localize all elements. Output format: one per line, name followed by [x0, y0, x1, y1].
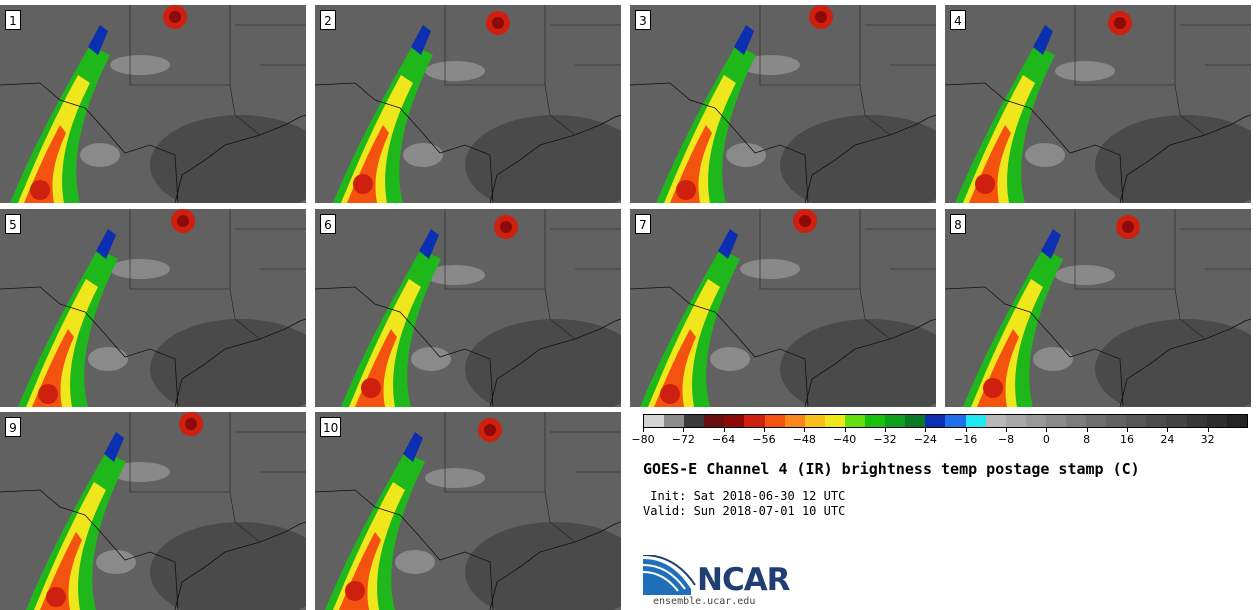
panel-number: 2	[320, 10, 336, 30]
colorbar-swatch	[724, 415, 745, 427]
colorbar-swatch	[1005, 415, 1026, 427]
colorbar-tick	[965, 428, 967, 432]
colorbar-tick-label: 0	[1042, 433, 1050, 446]
colorbar-tick	[1127, 428, 1128, 432]
colorbar-swatch	[1086, 415, 1107, 427]
colorbar-tick	[844, 428, 846, 432]
colorbar-tick	[1207, 428, 1209, 432]
colorbar-swatch	[985, 415, 1006, 427]
stamp-panel: 5	[0, 209, 306, 407]
colorbar-swatch	[684, 415, 705, 427]
colorbar-tick	[925, 428, 927, 432]
colorbar-tick	[683, 428, 685, 432]
colorbar-tick	[764, 428, 765, 432]
stamp-panel: 7	[630, 209, 936, 407]
colorbar-tick	[804, 428, 806, 432]
ncar-logo: NCAR	[643, 553, 793, 609]
panel-number: 1	[5, 10, 21, 30]
colorbar-swatch	[744, 415, 765, 427]
colorbar-swatch	[1126, 415, 1147, 427]
colorbar-swatch	[925, 415, 946, 427]
colorbar-tick	[1046, 428, 1048, 432]
colorbar-tick-label: −24	[913, 433, 937, 446]
stamp-panel: 6	[315, 209, 621, 407]
colorbar-tick	[723, 428, 725, 432]
panel-number: 9	[5, 417, 21, 437]
colorbar-swatch	[1065, 415, 1087, 427]
stamp-panel: 2	[315, 5, 621, 203]
colorbar-swatch	[1186, 415, 1207, 427]
colorbar-swatch	[905, 415, 926, 427]
colorbar-tick-label: −72	[671, 433, 695, 446]
colorbar-tick-label: 16	[1120, 433, 1134, 446]
colorbar-swatch	[885, 415, 906, 427]
colorbar-swatch	[844, 415, 866, 427]
colorbar-swatch	[1106, 415, 1127, 427]
colorbar-swatch	[865, 415, 886, 427]
panel-number: 5	[5, 214, 21, 234]
colorbar-tick-label: −8	[997, 433, 1015, 446]
colorbar-swatch	[1146, 415, 1167, 427]
colorbar-swatch	[1045, 415, 1066, 427]
panel-number: 7	[635, 214, 651, 234]
colorbar-swatch	[824, 415, 845, 427]
colorbar-tick	[1167, 428, 1169, 432]
colorbar-swatch	[1206, 415, 1227, 427]
colorbar-tick-label: 8	[1083, 433, 1091, 446]
panel-number: 4	[950, 10, 966, 30]
stamp-panel: 1	[0, 5, 306, 203]
colorbar-tick-label: −40	[833, 433, 857, 446]
colorbar-swatch	[945, 415, 966, 427]
colorbar-swatch	[804, 415, 825, 427]
colorbar-tick	[885, 428, 886, 432]
panel-number: 10	[320, 417, 342, 437]
colorbar-swatch	[784, 415, 805, 427]
colorbar-swatch	[1166, 415, 1187, 427]
colorbar-tick-label: −64	[712, 433, 736, 446]
logo-wordmark: NCAR	[697, 562, 791, 598]
stamp-panel: 3	[630, 5, 936, 203]
colorbar-tick-label: 24	[1160, 433, 1175, 446]
colorbar-tick-label: −16	[954, 433, 978, 446]
panel-number: 3	[635, 10, 651, 30]
colorbar-swatch	[1226, 415, 1247, 427]
colorbar-swatch	[664, 415, 685, 427]
colorbar-tick	[1086, 428, 1088, 432]
figure-title: GOES-E Channel 4 (IR) brightness temp po…	[643, 460, 1140, 478]
stamp-panel: 8	[945, 209, 1251, 407]
panel-number: 8	[950, 214, 966, 234]
colorbar-swatch	[1025, 415, 1046, 427]
colorbar-tick-label: −56	[752, 433, 776, 446]
colorbar-tick-label: −32	[873, 433, 897, 446]
colorbar-swatch	[644, 415, 665, 427]
init-time: Init: Sat 2018-06-30 12 UTC	[643, 489, 846, 503]
stamp-panel: 10	[315, 412, 621, 610]
colorbar-tick	[1006, 428, 1007, 432]
colorbar-tick-label: −80	[631, 433, 655, 446]
panel-number: 6	[320, 214, 336, 234]
colorbar-swatch	[764, 415, 785, 427]
colorbar-tick-label: 32	[1200, 433, 1215, 446]
colorbar	[643, 414, 1248, 428]
colorbar-swatch	[704, 415, 725, 427]
colorbar-ticks: −80 −72 −64 −56 −48 −40 −32 −24 −16 −8 0 8 16 24 32	[631, 428, 1248, 450]
valid-time: Valid: Sun 2018-07-01 10 UTC	[643, 504, 846, 518]
colorbar-tick	[643, 428, 644, 432]
stamp-panel: 4	[945, 5, 1251, 203]
stamp-panel: 9	[0, 412, 306, 610]
colorbar-swatch	[965, 415, 986, 427]
colorbar-tick-label: −48	[792, 433, 816, 446]
website-url: ensemble.ucar.edu	[653, 596, 756, 607]
